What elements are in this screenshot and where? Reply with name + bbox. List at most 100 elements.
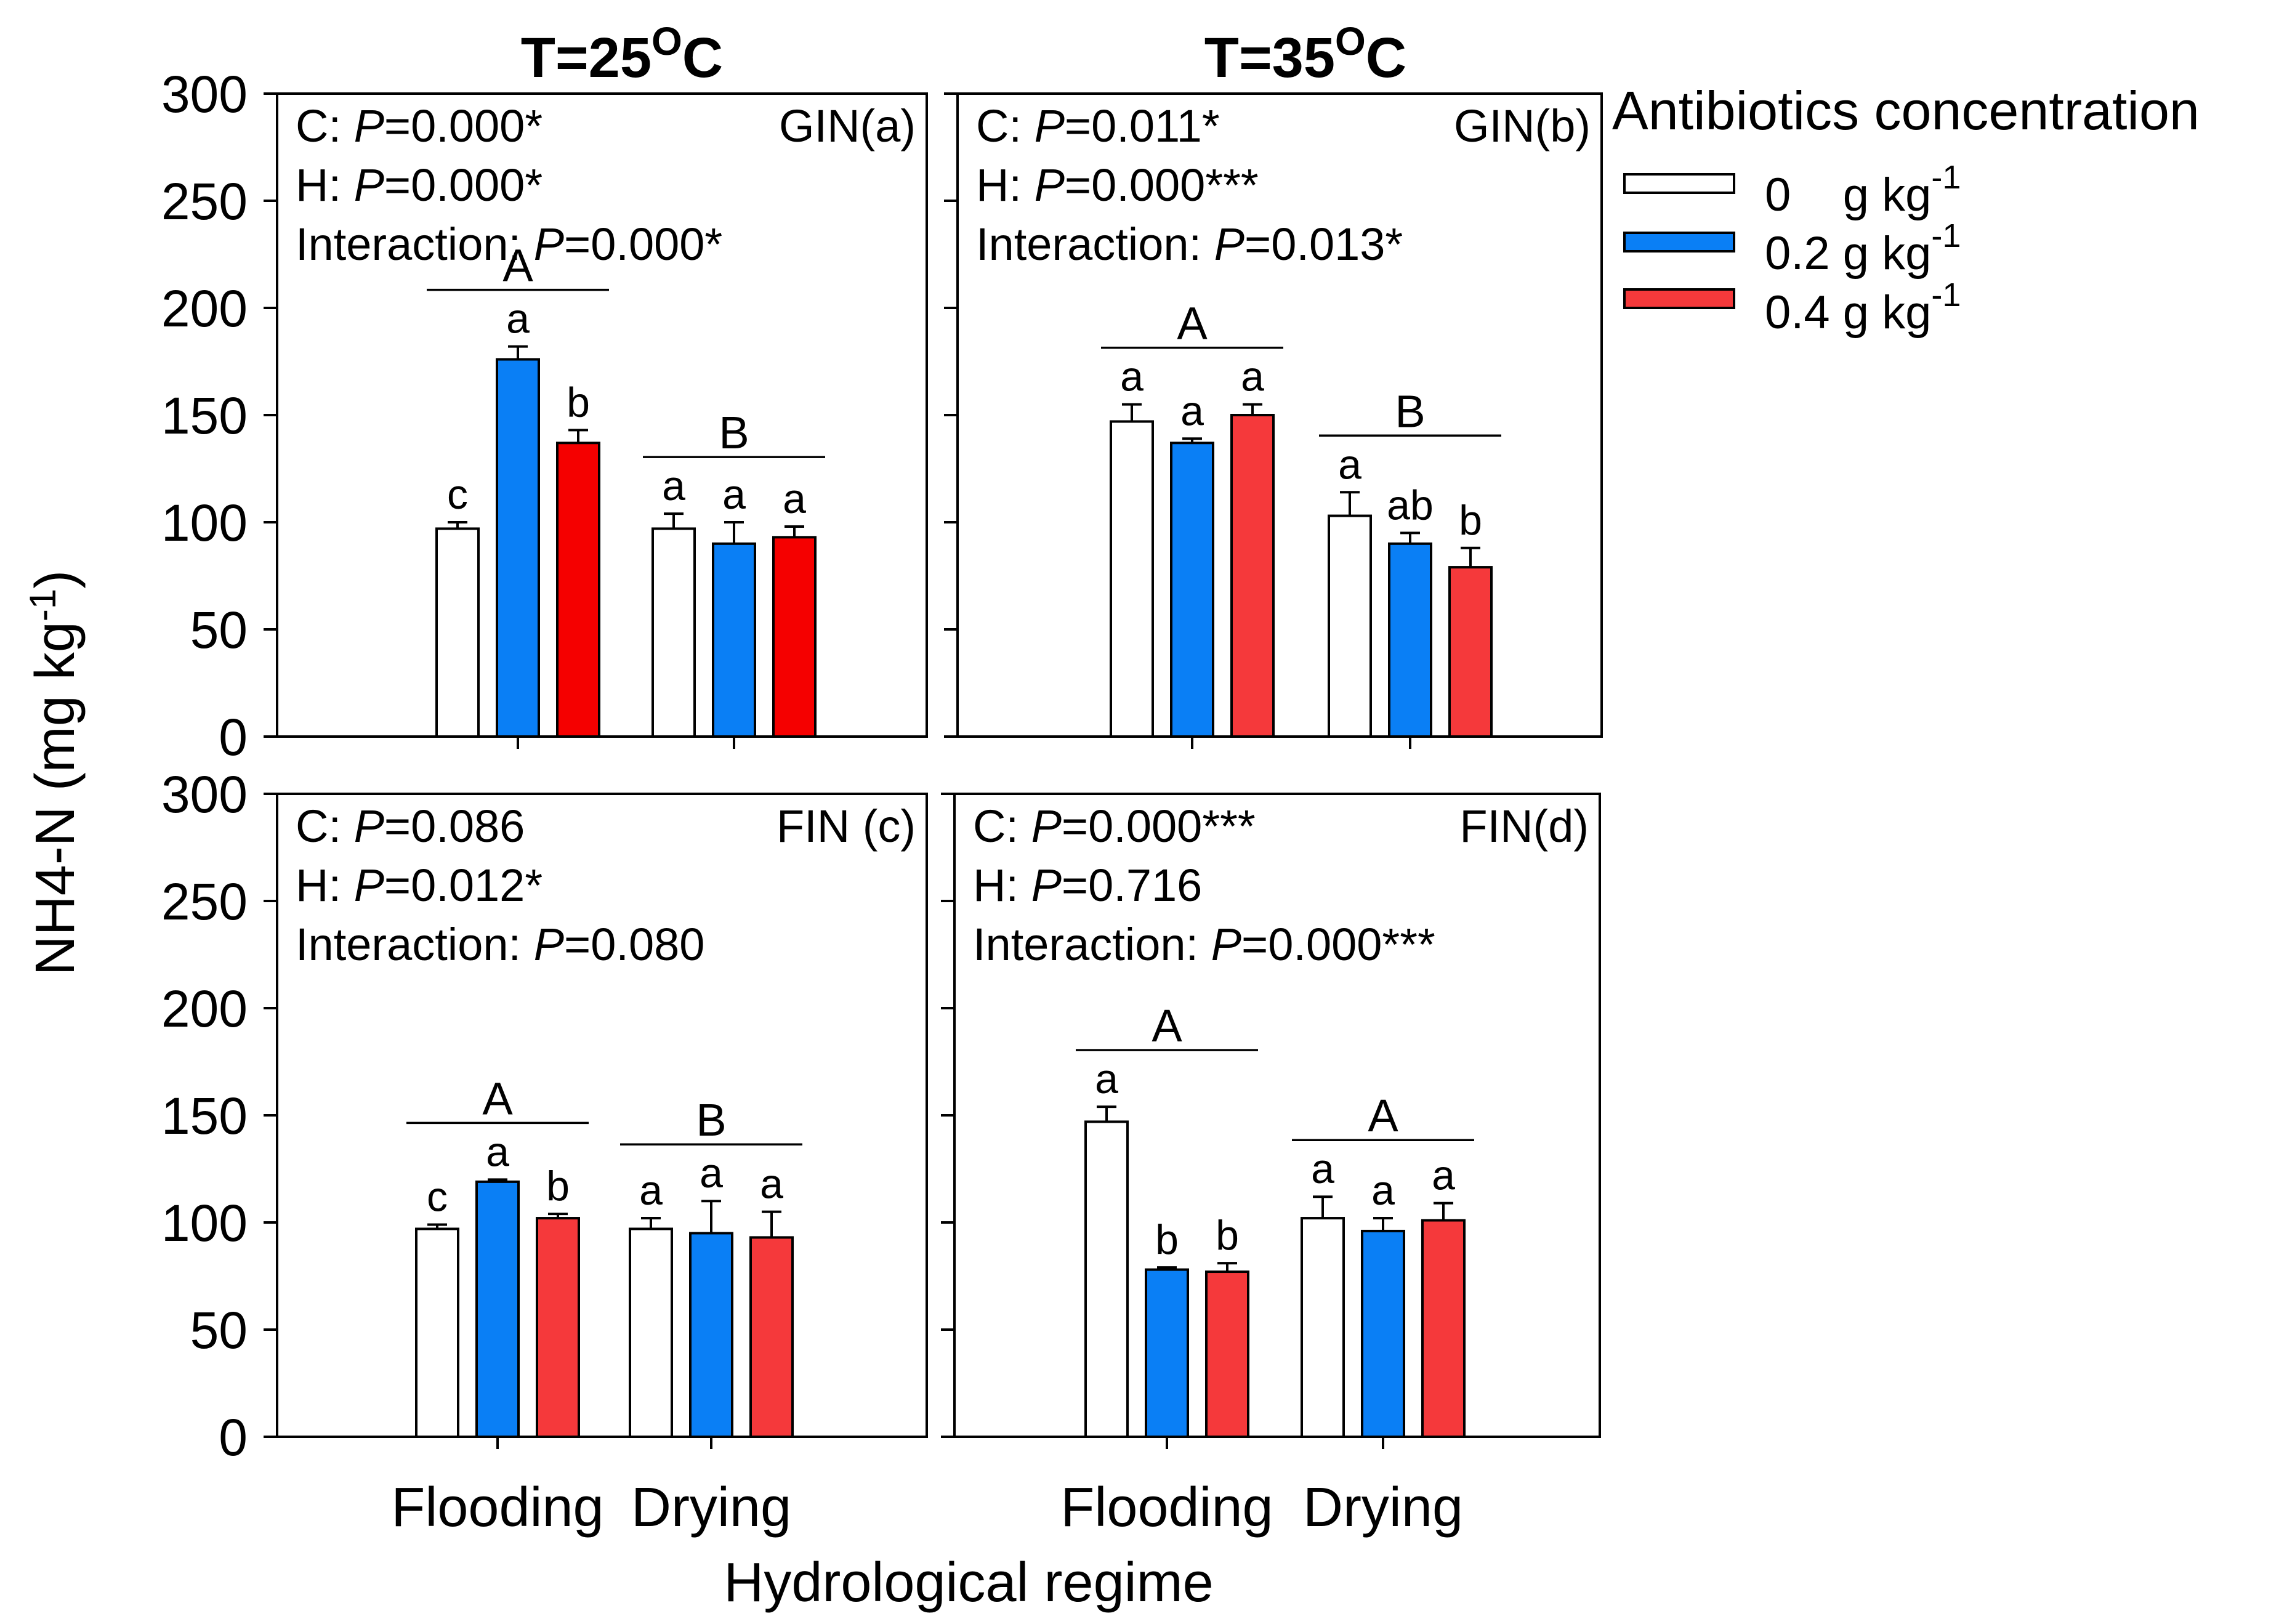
legend-label-1-sup: -1 [1931, 217, 1961, 254]
bar [712, 542, 756, 738]
column-heading: T=25OC [521, 19, 724, 89]
y-tick-label: 250 [161, 172, 248, 230]
heading-sup: O [651, 19, 682, 63]
y-axis-title-sup: -1 [22, 589, 63, 621]
stat-value: =0.086 [384, 801, 525, 852]
stat-p: P [534, 919, 564, 970]
category-label-right-flooding: Flooding [1060, 1477, 1273, 1538]
column-heading: T=35OC [1204, 19, 1407, 89]
bar [1361, 1229, 1405, 1439]
group-letter: A [1368, 1090, 1398, 1141]
group-letter: B [1395, 386, 1425, 437]
stat-p: P [1035, 160, 1065, 211]
stat-line: C: P=0.086 [296, 801, 525, 852]
bar-letter: a [1095, 1056, 1118, 1102]
bar-letter: a [783, 475, 806, 522]
stat-p: P [354, 860, 384, 911]
stat-value: =0.000*** [1062, 801, 1256, 852]
bar [1301, 1217, 1345, 1439]
bar [556, 442, 600, 738]
y-axis-title: NH4-N (mg kg-1) [22, 570, 86, 976]
bar-letter: b [567, 379, 590, 426]
stat-value: =0.013* [1244, 219, 1403, 270]
stat-p: P [354, 801, 384, 852]
stat-prefix: H: [973, 860, 1031, 911]
bar-letter: a [722, 471, 746, 518]
legend-label-2-sup: -1 [1931, 277, 1961, 313]
panel-tag: GIN(a) [779, 100, 916, 151]
legend-label-0: 0 g kg-1 [1765, 159, 1961, 221]
bar [1205, 1271, 1249, 1439]
stat-prefix: H: [296, 860, 354, 911]
bar-letter: c [427, 1173, 448, 1220]
panel-tag: FIN(d) [1459, 801, 1589, 852]
bar-letter: b [1459, 497, 1482, 544]
bar-letter: b [546, 1163, 570, 1210]
y-tick-label: 300 [161, 65, 248, 123]
bar-letter: a [1180, 387, 1204, 434]
y-tick-label: 50 [190, 601, 248, 659]
legend-swatch-0 [1623, 173, 1735, 194]
bar [749, 1236, 794, 1438]
bar [651, 527, 696, 738]
y-tick-label: 0 [219, 708, 248, 766]
bar [1145, 1268, 1189, 1439]
bar-letter: c [447, 471, 468, 518]
legend-swatch-1 [1623, 232, 1735, 252]
stat-prefix: C: [296, 801, 354, 852]
bar-letter: a [1432, 1152, 1455, 1199]
bar [1084, 1120, 1129, 1438]
heading-unit: C [1366, 26, 1406, 89]
x-axis-title: Hydrological regime [724, 1552, 1213, 1614]
bar-letter: a [506, 296, 530, 342]
stat-prefix: Interaction: [296, 219, 534, 270]
y-tick-label: 200 [161, 280, 248, 337]
stat-p: P [534, 219, 564, 270]
bar [496, 358, 540, 738]
stat-p: P [1031, 801, 1062, 852]
stat-p: P [1214, 219, 1244, 270]
y-tick-label: 50 [190, 1301, 248, 1359]
stat-line: Interaction: P=0.013* [976, 219, 1403, 270]
heading-unit: C [682, 26, 723, 89]
group-letter: B [719, 407, 749, 458]
legend-label-1: 0.2 g kg-1 [1765, 217, 1961, 280]
heading-temp: T=25 [521, 26, 651, 89]
group-letter: A [482, 1073, 513, 1124]
bar [415, 1227, 459, 1438]
stat-line: Interaction: P=0.080 [296, 919, 704, 970]
stat-line: C: P=0.000*** [973, 801, 1256, 852]
bar-letter: ab [1387, 482, 1434, 528]
bar-letter: a [760, 1161, 783, 1208]
stat-value: =0.000* [564, 219, 722, 270]
bar-letter: a [1241, 353, 1264, 400]
group-letter: A [1177, 298, 1208, 349]
panel-tag: GIN(b) [1454, 100, 1591, 151]
y-axis-title-main: NH4-N (mg kg [25, 621, 86, 976]
bar [772, 536, 817, 738]
category-label-left-drying: Drying [631, 1477, 791, 1538]
group-letter: A [502, 240, 533, 291]
bar-letter: a [1120, 353, 1144, 400]
bar [435, 527, 480, 738]
legend-label-0-sup: -1 [1931, 159, 1961, 196]
y-tick-label: 100 [161, 494, 248, 552]
bar [1328, 514, 1372, 738]
category-label-left-flooding: Flooding [391, 1477, 603, 1538]
legend-label-2: 0.4 g kg-1 [1765, 277, 1961, 339]
bar-letter: a [486, 1128, 509, 1175]
bar-letter: a [700, 1150, 723, 1197]
group-letter: B [696, 1094, 726, 1145]
stat-p: P [1211, 919, 1241, 970]
bar-letter: a [1371, 1167, 1395, 1214]
legend-swatch-2 [1623, 288, 1735, 309]
legend-label-0-text: 0 g kg [1765, 169, 1931, 221]
stat-line: C: P=0.011* [976, 100, 1220, 151]
panel-tag: FIN (c) [776, 801, 916, 852]
bar [1170, 442, 1214, 738]
stat-value: =0.012* [384, 860, 543, 911]
y-axis-title-close: ) [25, 570, 86, 589]
